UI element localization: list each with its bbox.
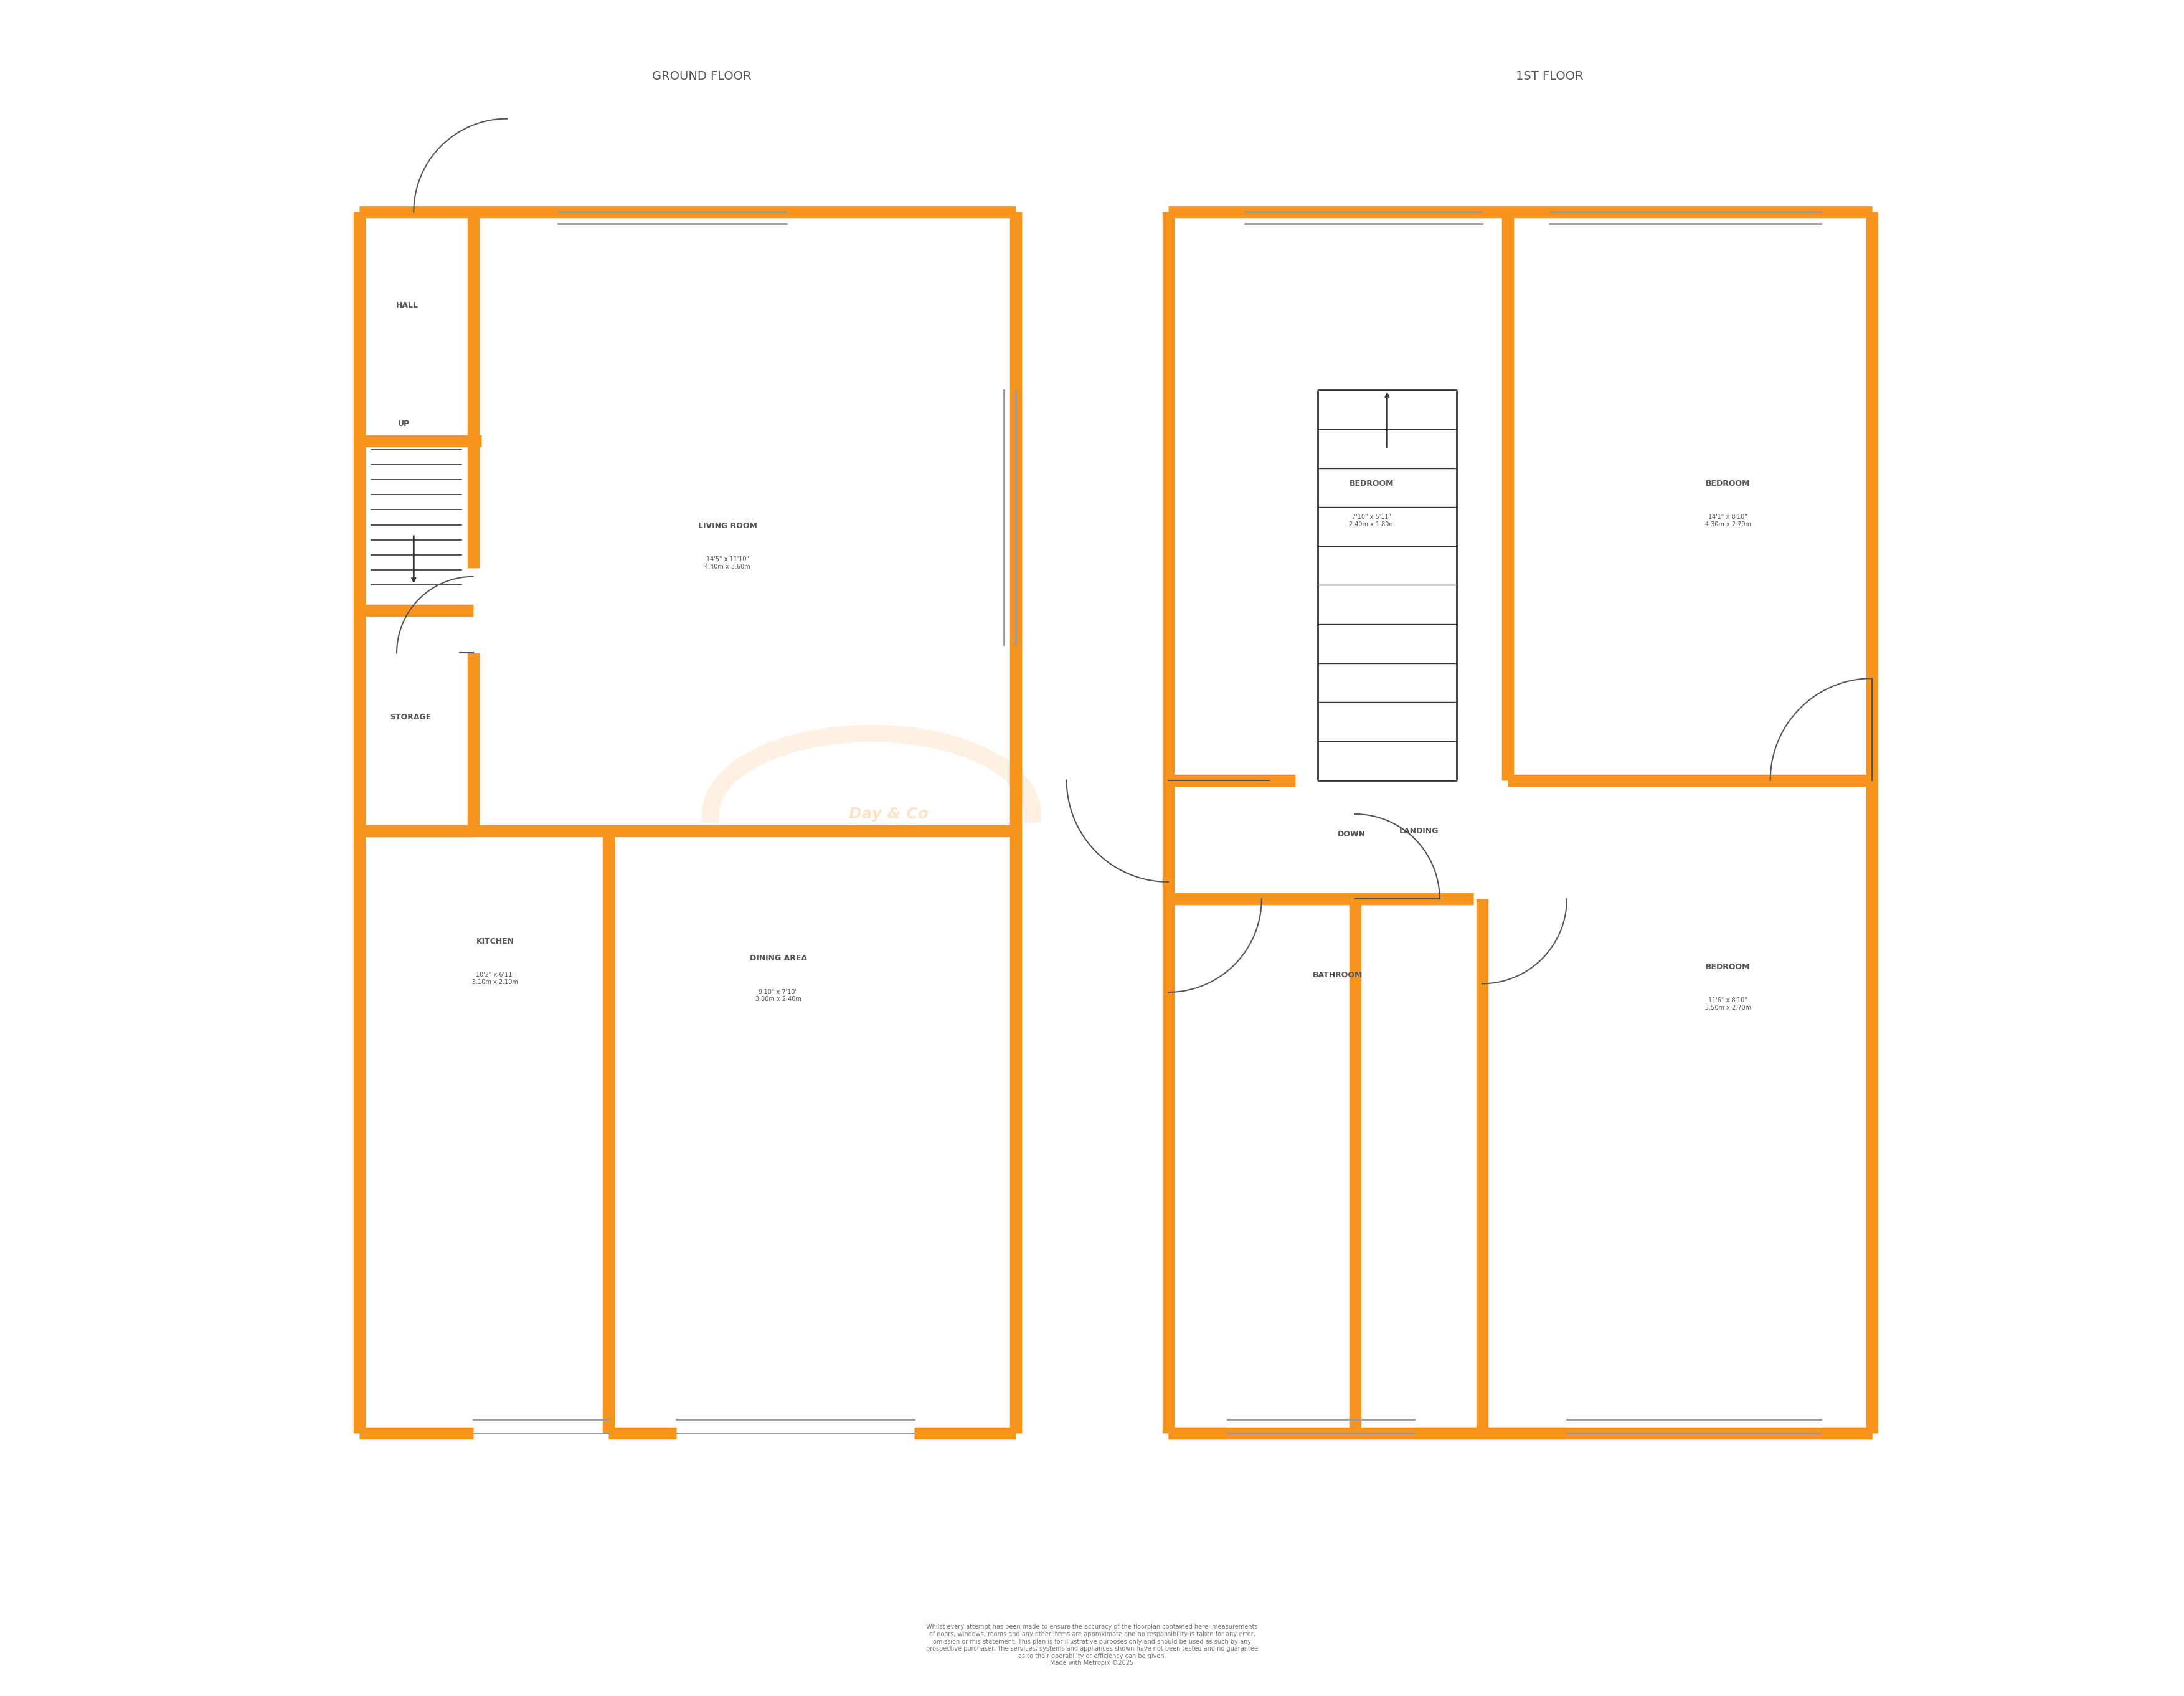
Text: DOWN: DOWN <box>1337 831 1365 838</box>
Text: HALL: HALL <box>395 302 417 309</box>
Text: BEDROOM: BEDROOM <box>1706 963 1749 970</box>
Text: Whilst every attempt has been made to ensure the accuracy of the floorplan conta: Whilst every attempt has been made to en… <box>926 1625 1258 1665</box>
Text: GROUND FLOOR: GROUND FLOOR <box>653 71 751 81</box>
Text: STORAGE: STORAGE <box>389 714 430 721</box>
Text: 1ST FLOOR: 1ST FLOOR <box>1516 71 1583 81</box>
Text: 11'6" x 8'10"
3.50m x 2.70m: 11'6" x 8'10" 3.50m x 2.70m <box>1706 997 1752 1011</box>
Text: DINING AREA: DINING AREA <box>749 955 806 962</box>
Text: 10'2" x 6'11"
3.10m x 2.10m: 10'2" x 6'11" 3.10m x 2.10m <box>472 972 518 985</box>
Text: LANDING: LANDING <box>1400 828 1439 834</box>
Text: 9'10" x 7'10"
3.00m x 2.40m: 9'10" x 7'10" 3.00m x 2.40m <box>756 989 802 1002</box>
Text: BATHROOM: BATHROOM <box>1313 972 1363 979</box>
Text: BEDROOM: BEDROOM <box>1350 480 1393 487</box>
Text: 7'10" x 5'11"
2.40m x 1.80m: 7'10" x 5'11" 2.40m x 1.80m <box>1350 514 1396 527</box>
Text: Day & Co: Day & Co <box>850 807 928 821</box>
Text: 14'1" x 8'10"
4.30m x 2.70m: 14'1" x 8'10" 4.30m x 2.70m <box>1706 514 1752 527</box>
Text: UP: UP <box>397 421 408 427</box>
Text: LIVING ROOM: LIVING ROOM <box>699 522 758 529</box>
Text: KITCHEN: KITCHEN <box>476 938 513 945</box>
Text: 14'5" x 11'10"
4.40m x 3.60m: 14'5" x 11'10" 4.40m x 3.60m <box>705 556 751 570</box>
Text: BEDROOM: BEDROOM <box>1706 480 1749 487</box>
